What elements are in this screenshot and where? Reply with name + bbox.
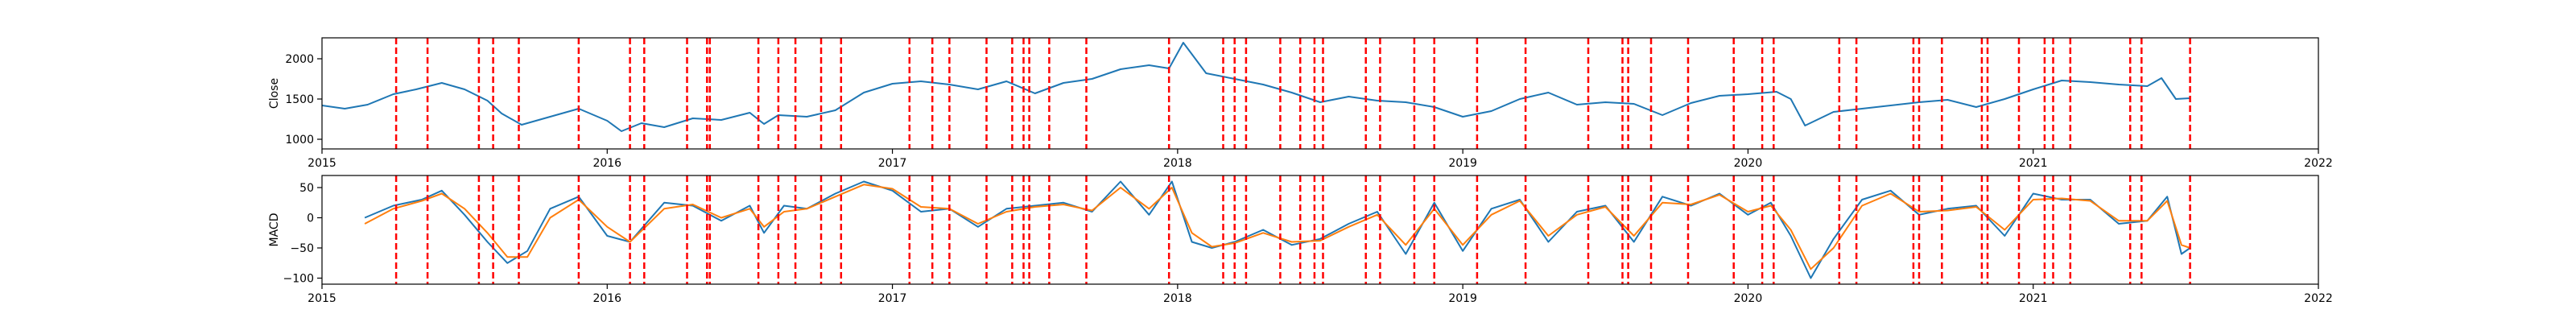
y-tick-label: −50 [290, 242, 314, 255]
x-tick-label: 2016 [592, 157, 621, 170]
x-tick-label: 2015 [308, 157, 336, 170]
axes-frame [321, 37, 2319, 150]
x-tick-label: 2018 [1163, 157, 1192, 170]
x-tick-label: 2021 [2019, 292, 2048, 305]
x-tick-label: 2017 [878, 292, 907, 305]
x-tick-label: 2016 [592, 292, 621, 305]
x-tick-label: 2017 [878, 157, 907, 170]
x-tick-label: 2020 [1734, 292, 1763, 305]
series-line-1 [364, 184, 2190, 270]
macd-panel: 2015 2016 2017 2018 2019 2020 2021 2022 50 0 −50 −1… [268, 175, 2333, 305]
x-tick-label: 2022 [2304, 157, 2333, 170]
x-tick-label: 2020 [1734, 157, 1763, 170]
x-tick-label: 2019 [1448, 157, 1477, 170]
y-axis-title: Close [268, 78, 281, 109]
close-price-panel: 2015 2016 2017 2018 2019 2020 2021 2022 1000 1500… [268, 37, 2333, 170]
y-tick-label: 0 [307, 213, 314, 225]
series-line-0 [322, 42, 2190, 132]
x-tick-label: 2022 [2304, 292, 2333, 305]
x-tick-label: 2015 [308, 292, 336, 305]
x-tick-label: 2018 [1163, 292, 1192, 305]
x-tick-label: 2019 [1448, 292, 1477, 305]
plot-area [364, 175, 2191, 284]
y-axis-title: MACD [268, 213, 281, 247]
y-tick-label: 50 [299, 182, 314, 195]
y-tick-label: 2000 [285, 53, 314, 66]
plot-area [322, 38, 2191, 149]
x-tick-label: 2021 [2019, 157, 2048, 170]
y-tick-label: −100 [283, 273, 314, 286]
series-line-0 [364, 180, 2191, 279]
y-tick-label: 1500 [285, 93, 314, 106]
axes-frame [321, 175, 2319, 285]
y-tick-label: 1000 [285, 134, 314, 147]
